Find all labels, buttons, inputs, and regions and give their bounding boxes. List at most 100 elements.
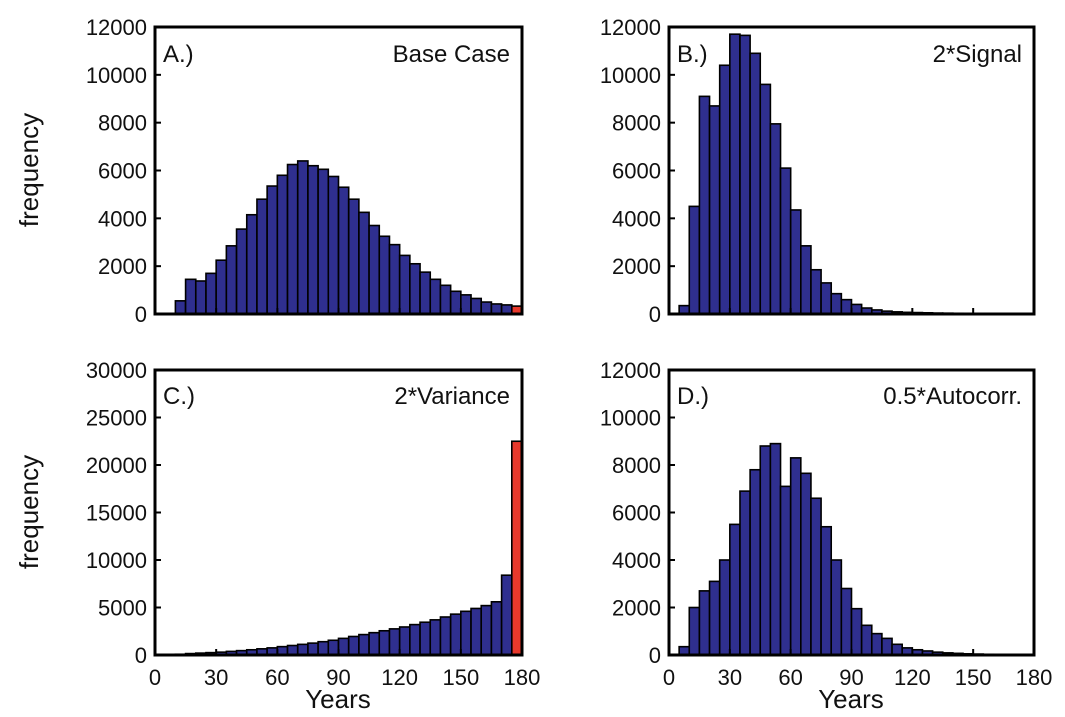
panel-b-bar-3 — [708, 105, 721, 315]
panel-b-title: 2*Signal — [933, 41, 1022, 68]
panel-d-title: 0.5*Autocorr. — [883, 383, 1022, 410]
panel-a-bar-8 — [256, 198, 268, 315]
panel-c-x-tick-3: 90 — [326, 665, 350, 690]
panel-c-bar-18 — [358, 633, 370, 656]
panel-c-x-tick-5: 150 — [442, 665, 479, 690]
panel-a-bar-15 — [327, 175, 340, 315]
panel-d-bar-18 — [860, 624, 873, 656]
panel-d-x-tick-1: 30 — [718, 665, 742, 690]
panel-b-bar-9 — [769, 123, 782, 315]
panel-d-y-ticks: 0 2000 4000 6000 8000 10000 12000 — [600, 358, 675, 668]
panel-d-x-tick-0: 0 — [663, 665, 675, 690]
panel-c-bar-13 — [307, 642, 319, 656]
panel-a-bar-2 — [194, 280, 207, 315]
panel-c-bar-16 — [337, 637, 350, 656]
panel-d-y-tick-2: 4000 — [612, 548, 661, 573]
panel-c-y-ticks: 0 5000 10000 15000 20000 25000 30000 — [86, 358, 161, 668]
panel-d-bar-3 — [708, 580, 721, 656]
panel-d-x-ticks: 0 30 60 90 120 150 180 — [663, 649, 1052, 690]
panel-b: 0 2000 4000 6000 8000 10000 12000 B.) 2*Signal — [600, 15, 1036, 327]
panel-b-bar-14 — [820, 282, 833, 315]
panel-b-bar-10 — [779, 167, 792, 315]
panel-a-y-ticks: 0 2000 4000 6000 8000 10000 12000 — [86, 15, 161, 327]
panel-d: 0 2000 4000 6000 8000 10000 12000 0 30 60 90 120 15… — [600, 358, 1053, 714]
panel-c-bar-29 — [470, 607, 483, 656]
panel-a-bar-9 — [266, 185, 279, 315]
panel-d-bar-2 — [698, 590, 711, 656]
panel-c-xlabel: Years — [305, 684, 371, 714]
panel-b-bar-6 — [739, 34, 751, 315]
panel-b-y-tick-3: 6000 — [612, 159, 661, 184]
panel-c-bar-20 — [378, 629, 391, 656]
panel-a-bar-18 — [358, 211, 370, 315]
panel-a-bar-31 — [490, 303, 503, 315]
panel-a-bar-11 — [286, 163, 299, 315]
panel-a-y-tick-6: 12000 — [86, 15, 147, 40]
panel-c-y-tick-2: 10000 — [86, 548, 147, 573]
panel-d-label: D.) — [677, 383, 709, 410]
panel-b-y-tick-1: 2000 — [612, 254, 661, 279]
panel-c-y-tick-3: 15000 — [86, 501, 147, 526]
panel-c-y-tick-1: 5000 — [98, 596, 147, 621]
panel-d-bar-19 — [870, 632, 883, 656]
panel-a-bar-29 — [470, 297, 483, 315]
panel-d-y-tick-4: 8000 — [612, 453, 661, 478]
panel-a-bar-4 — [215, 259, 228, 315]
panel-c-y-tick-0: 0 — [135, 643, 147, 668]
panel-b-bar-13 — [810, 268, 822, 315]
panel-d-bar-1 — [688, 606, 701, 656]
panel-b-bars — [678, 33, 1035, 315]
panel-c-bar-12 — [296, 643, 309, 656]
panel-d-x-tick-6: 180 — [1016, 665, 1053, 690]
panel-c-bar-15 — [327, 639, 340, 656]
panel-b-bar-7 — [749, 52, 762, 315]
panel-d-bar-13 — [810, 497, 822, 656]
panel-a-title: Base Case — [393, 41, 510, 68]
panel-b-bar-8 — [759, 83, 772, 315]
panel-d-bar-11 — [789, 457, 802, 656]
panel-c-bar-17 — [347, 635, 360, 656]
panel-c-bar-30 — [480, 604, 493, 656]
panel-c-x-tick-1: 30 — [204, 665, 228, 690]
panel-a-x-ticks — [154, 308, 523, 314]
panel-b-y-ticks: 0 2000 4000 6000 8000 10000 12000 — [600, 15, 675, 327]
panel-b-y-tick-2: 4000 — [612, 206, 661, 231]
panel-a-bar-12 — [296, 160, 309, 315]
panel-c-y-tick-5: 25000 — [86, 406, 147, 431]
panel-d-x-tick-4: 120 — [894, 665, 931, 690]
panel-d-bar-21 — [891, 643, 903, 656]
panel-a-y-tick-2: 4000 — [98, 206, 147, 231]
panel-c-ylabel: frequency — [14, 455, 44, 569]
panel-d-x-tick-3: 90 — [839, 665, 863, 690]
panel-a-bar-20 — [378, 235, 391, 315]
panel-c-bar-14 — [317, 640, 330, 656]
panel-c-bar-32 — [500, 574, 513, 656]
panel-a-y-tick-5: 10000 — [86, 63, 147, 88]
panel-a-bar-5 — [225, 245, 238, 315]
panel-c-label: C.) — [163, 383, 195, 410]
panel-c-x-tick-2: 60 — [265, 665, 289, 690]
panel-a-ylabel: frequency — [14, 113, 44, 227]
panel-d-bar-8 — [759, 445, 772, 656]
panel-d-bar-20 — [881, 637, 893, 656]
panel-d-bar-15 — [830, 559, 843, 656]
panel-b-label: B.) — [677, 41, 708, 68]
panel-d-bar-12 — [800, 472, 812, 656]
panel-d-y-tick-0: 0 — [649, 643, 661, 668]
panel-a-bar-25 — [429, 278, 442, 315]
panel-c-title: 2*Variance — [394, 383, 510, 410]
panel-a-y-tick-4: 8000 — [98, 111, 147, 136]
panel-a-bar-13 — [307, 164, 319, 315]
panel-b-x-ticks — [668, 308, 1035, 314]
panel-b-bar-15 — [830, 292, 843, 315]
panel-a-bar-14 — [317, 168, 330, 315]
panel-c-bar-19 — [368, 631, 381, 656]
panel-a-bar-21 — [388, 243, 401, 315]
panel-b-bar-11 — [789, 209, 802, 315]
panel-d-xlabel: Years — [818, 684, 884, 714]
panel-c-bar-24 — [419, 621, 432, 656]
panel-c-bar-27 — [449, 613, 462, 656]
panel-c-bar-33 — [511, 440, 523, 656]
panel-d-bars — [678, 442, 1035, 656]
panel-d-bar-14 — [820, 525, 833, 656]
